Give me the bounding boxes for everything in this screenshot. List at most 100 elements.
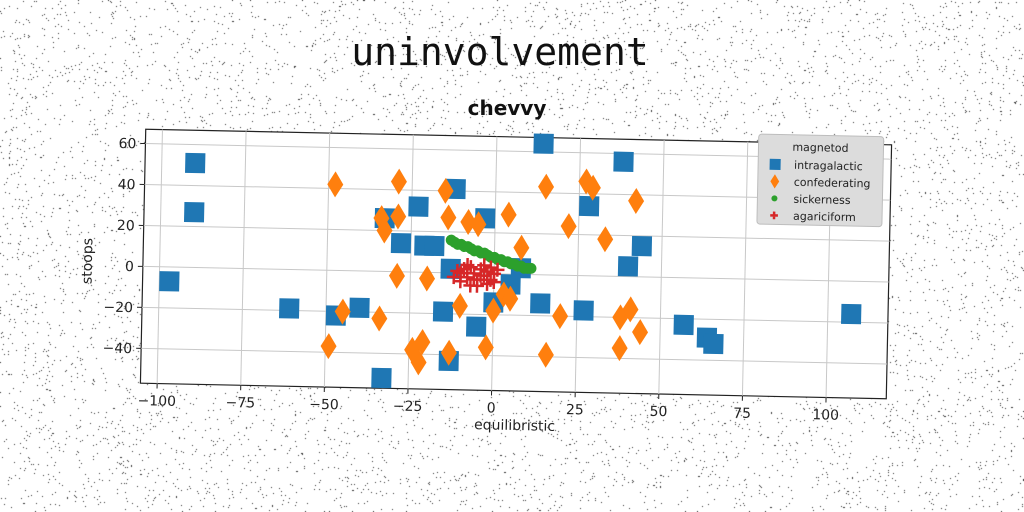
legend-label-sickerness: sickerness — [793, 193, 851, 207]
legend-marker-agariciform — [770, 211, 778, 220]
x-tick-label: 100 — [812, 407, 839, 424]
y-axis-label: stoops — [79, 238, 96, 284]
figure-suptitle: uninvolvement — [351, 30, 649, 74]
y-tick-label: −40 — [102, 341, 132, 358]
intragalactic-point — [673, 314, 694, 336]
confederating-point — [440, 204, 457, 231]
confederating-point — [460, 209, 477, 236]
intragalactic-point — [183, 201, 205, 223]
confederating-point — [327, 171, 344, 198]
agariciform-point — [463, 260, 478, 275]
agariciform-point — [486, 274, 501, 290]
legend-title: magnetod — [792, 141, 848, 155]
intragalactic-point — [703, 333, 724, 355]
agariciform-point — [483, 272, 498, 287]
confederating-point — [538, 173, 555, 200]
intragalactic-point — [432, 301, 454, 322]
confederating-point — [560, 213, 577, 240]
chart-title: chevvy — [468, 96, 547, 120]
agariciform-point — [446, 270, 461, 285]
x-axis-label: equilibristic — [474, 417, 555, 435]
agariciform-point — [473, 268, 488, 283]
confederating-point — [622, 296, 639, 323]
confederating-point — [495, 281, 512, 308]
legend-label-confederating: confederating — [794, 176, 871, 191]
intragalactic-point — [185, 152, 206, 174]
intragalactic-point — [841, 303, 862, 325]
x-tick-label: 75 — [733, 406, 751, 422]
confederating-point — [440, 339, 457, 366]
legend-marker-confederating — [770, 174, 780, 189]
axis-ticks: −100 −75 −50 −25 0 25 50 75 100 −40 −20 0 20 40 60 — [102, 136, 839, 424]
x-tick-label: −100 — [137, 393, 176, 410]
intragalactic-point — [159, 271, 180, 292]
data-marks — [159, 133, 862, 389]
x-tick-label: 50 — [649, 404, 667, 420]
x-gridline — [741, 141, 749, 396]
x-tick-label: 0 — [487, 400, 496, 416]
intragalactic-point — [279, 298, 300, 319]
confederating-point — [513, 234, 530, 261]
legend-box — [756, 133, 885, 228]
confederating-point — [419, 265, 436, 292]
intragalactic-point — [371, 367, 392, 389]
confederating-point — [537, 341, 554, 368]
legend-marker-sickerness — [771, 195, 778, 202]
confederating-point — [451, 292, 468, 319]
x-gridline — [658, 140, 665, 395]
y-tick-label: 40 — [118, 177, 136, 193]
confederating-point — [485, 297, 502, 324]
intragalactic-point — [349, 297, 370, 319]
confederating-point — [376, 217, 393, 244]
legend-label-intragalactic: intragalactic — [794, 159, 863, 173]
confederating-point — [578, 168, 595, 195]
intragalactic-point — [408, 196, 429, 217]
agariciform-point — [450, 263, 465, 278]
agariciform-point — [470, 278, 485, 293]
confederating-point — [334, 298, 351, 325]
intragalactic-point — [530, 293, 551, 314]
confederating-point — [410, 349, 427, 376]
intragalactic-point — [613, 151, 634, 172]
confederating-point — [470, 211, 487, 238]
confederating-point — [371, 305, 388, 332]
intragalactic-point — [631, 235, 653, 257]
intragalactic-point — [617, 256, 639, 277]
y-tick-label: 20 — [117, 218, 135, 234]
confederating-point — [584, 174, 601, 201]
legend-marker-intragalactic — [769, 158, 781, 171]
confederating-point — [628, 187, 645, 214]
confederating-point — [597, 226, 614, 253]
confederating-point — [502, 285, 519, 312]
x-gridline — [240, 131, 247, 386]
intragalactic-point — [466, 316, 487, 337]
intragalactic-point — [390, 232, 412, 254]
confederating-point — [373, 205, 390, 232]
x-tick-label: −75 — [225, 395, 255, 412]
confederating-point — [611, 335, 628, 362]
sickerness-point — [525, 262, 537, 274]
confederating-point — [390, 203, 407, 230]
confederating-point — [390, 168, 407, 195]
x-tick-label: 25 — [566, 402, 584, 418]
x-gridline — [156, 129, 163, 384]
agariciform-point — [490, 262, 505, 277]
y-tick-label: 60 — [118, 136, 136, 152]
y-gridline — [141, 306, 888, 324]
confederating-point — [500, 201, 517, 228]
agariciform-point — [483, 260, 498, 275]
y-tick-label: 0 — [125, 259, 134, 275]
intragalactic-point — [533, 133, 554, 154]
confederating-point — [414, 328, 431, 355]
x-tick-label: −25 — [393, 398, 423, 415]
confederating-point — [632, 319, 649, 346]
intragalactic-point — [573, 300, 594, 321]
legend: magnetod intragalactic confederating sicke… — [756, 133, 885, 228]
agariciform-point — [460, 258, 475, 273]
y-gridline — [141, 347, 887, 365]
y-tick-label: −20 — [103, 300, 133, 317]
confederating-point — [320, 333, 337, 360]
y-gridline — [143, 224, 890, 242]
agariciform-point — [477, 258, 492, 273]
